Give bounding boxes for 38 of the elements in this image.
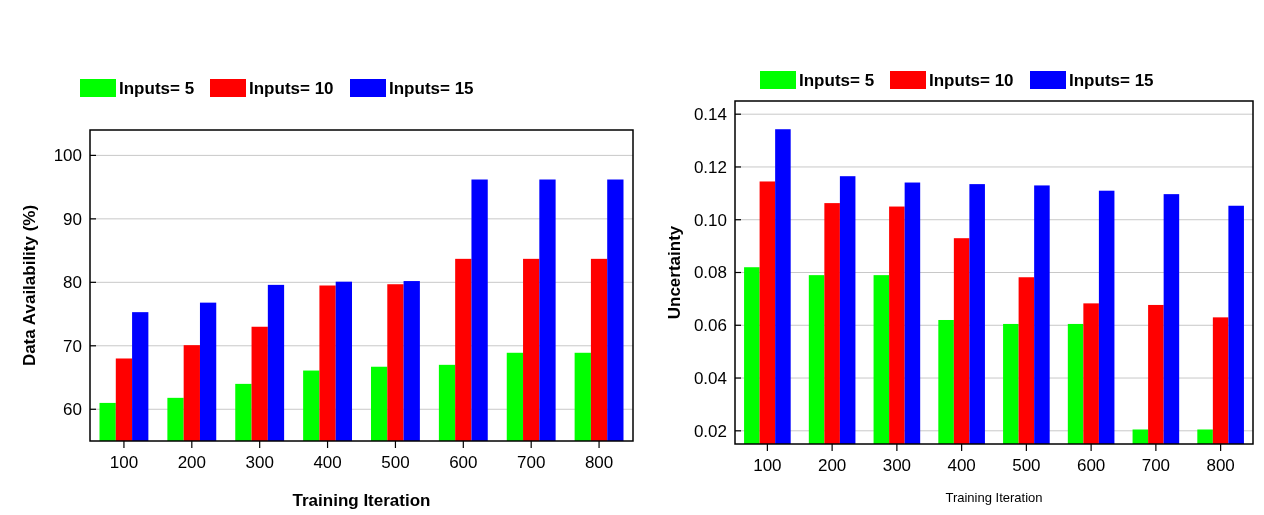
legend-label: Inputs= 5 [119, 78, 195, 98]
y-tick-label: 0.04 [693, 368, 727, 388]
x-tick-label: 800 [1206, 456, 1235, 475]
y-tick-label: 90 [63, 209, 82, 229]
legend-label: Inputs= 5 [799, 70, 875, 90]
x-tick-label: 800 [584, 453, 614, 472]
legend-label: Inputs= 15 [1069, 70, 1154, 90]
y-axis-title: Data Availability (%) [20, 204, 39, 367]
y-tick-label: 0.14 [693, 105, 727, 125]
x-tick-label: 200 [177, 453, 206, 472]
x-axis-title: Training Iteration [292, 491, 431, 510]
legend-label: Inputs= 15 [389, 78, 474, 98]
x-tick-label: 600 [1076, 456, 1106, 475]
x-tick-label: 400 [313, 453, 342, 472]
x-axis-title: Training Iteration [945, 490, 1043, 505]
x-tick-label: 100 [753, 456, 782, 475]
y-axis-title: Uncertainty [665, 225, 684, 320]
y-tick-label: 80 [63, 273, 82, 293]
x-tick-label: 300 [245, 453, 274, 472]
y-tick-label: 0.06 [693, 316, 727, 336]
x-tick-label: 100 [109, 453, 139, 472]
x-tick-label: 500 [381, 453, 410, 472]
legend-label: Inputs= 10 [929, 70, 1014, 90]
y-tick-label: 60 [63, 400, 82, 420]
x-tick-label: 300 [882, 456, 912, 475]
x-tick-label: 400 [947, 456, 976, 475]
y-tick-label: 0.08 [693, 263, 727, 283]
x-tick-label: 200 [817, 456, 847, 475]
x-tick-label: 700 [517, 453, 546, 472]
x-tick-label: 600 [449, 453, 478, 472]
x-tick-label: 500 [1012, 456, 1041, 475]
x-tick-label: 700 [1141, 456, 1171, 475]
y-tick-label: 0.10 [693, 210, 727, 230]
y-tick-label: 0.02 [693, 421, 727, 441]
y-tick-label: 70 [63, 336, 82, 356]
legend-label: Inputs= 10 [249, 78, 334, 98]
y-tick-label: 0.12 [693, 157, 727, 177]
y-tick-label: 100 [53, 146, 82, 166]
